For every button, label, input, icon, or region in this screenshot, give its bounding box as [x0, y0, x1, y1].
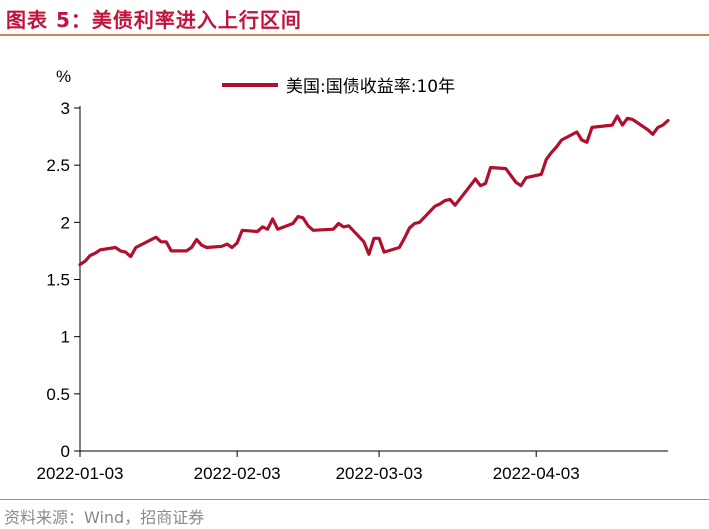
footer-rule: [0, 499, 709, 500]
y-axis-ticks: 3 2.5 2 1.5 1 0.5 0: [46, 99, 80, 461]
legend: 美国:国债收益率:10年: [222, 77, 455, 97]
y-tick-label: 2: [61, 213, 70, 232]
source-note: 资料来源：Wind，招商证券: [4, 508, 205, 527]
y-unit-label: %: [56, 67, 71, 86]
y-tick-label: 0.5: [46, 385, 70, 404]
x-tick-label: 2022-04-03: [493, 464, 580, 483]
legend-label: 美国:国债收益率:10年: [286, 77, 455, 97]
x-tick-label: 2022-02-03: [194, 464, 281, 483]
y-tick-label: 1: [61, 328, 70, 347]
y-tick-label: 0: [61, 442, 70, 461]
x-tick-label: 2022-01-03: [37, 464, 124, 483]
chart-axes: [79, 106, 668, 452]
title-rule: [0, 34, 709, 36]
y-tick-label: 3: [61, 99, 70, 118]
x-tick-label: 2022-03-03: [336, 464, 423, 483]
x-axis-ticks: 2022-01-03 2022-02-03 2022-03-03 2022-04-03: [37, 451, 580, 483]
y-tick-label: 1.5: [46, 271, 70, 290]
yield-line-chart: 32.521.510.50 2022-01-03 2022-02-03 2022-0…: [37, 67, 670, 483]
series-layer: [78, 114, 670, 267]
series-line-us-10y-yield: [78, 114, 670, 267]
page-title: 图表 5：美债利率进入上行区间: [6, 8, 302, 32]
y-tick-label: 2.5: [46, 156, 70, 175]
